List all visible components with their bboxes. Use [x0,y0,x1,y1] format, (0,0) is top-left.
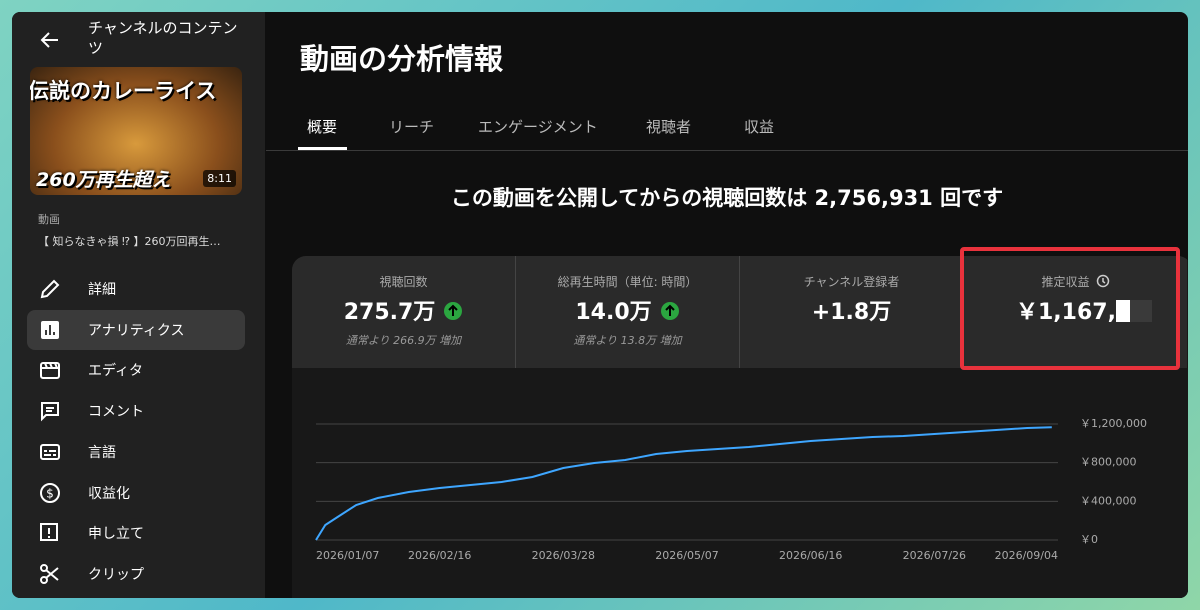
headline: この動画を公開してからの視聴回数は 2,756,931 回です [450,186,1004,210]
stat-card: 視聴回数 275.7万通常より 266.9万 増加 [292,256,515,368]
thumbnail-caption: 伝説のカレーライス [30,79,217,103]
card-label: チャンネル登録者 [803,275,900,289]
back-label: チャンネルのコンテンツ [88,19,238,57]
card-label: 総再生時間（単位: 時間） [557,275,698,289]
card-value: 14.0万 [516,294,739,326]
x-tick-label: 2026/05/07 [655,549,718,562]
nav-icon [40,563,59,584]
nav-icon [40,362,60,380]
revenue-line [315,426,1052,541]
trend-up-icon [444,302,463,320]
nav-icon [41,402,59,422]
nav-item[interactable]: $ 収益化 [27,473,245,513]
y-tick-label: ￥800,000 [1080,456,1137,469]
tab[interactable]: エンゲージメント [478,118,598,136]
duration: 8:11 [203,170,236,187]
card-separator [515,256,516,368]
tab[interactable]: リーチ [389,118,435,136]
card-value: 275.7万 [292,294,515,326]
nav-item[interactable]: アナリティクス [27,309,245,350]
y-tick-label: ￥1,200,000 [1080,417,1147,430]
nav-item[interactable]: エディタ [27,350,245,390]
nav-item[interactable]: コメント [27,391,245,431]
x-tick-label: 2026/01/07 [316,549,379,562]
x-tick-label: 2026/06/16 [779,549,842,562]
nav-item[interactable]: 詳細 [27,269,245,309]
nav-label: エディタ [88,363,144,380]
card-separator [739,256,740,368]
tab-underline [298,147,347,150]
x-tick-label: 2026/09/04 [995,549,1058,562]
sidebar: チャンネルのコンテンツ 伝説のカレーライス 260万再生超え 8:11 動画 【… [12,12,265,598]
x-tick-label: 2026/07/26 [903,549,966,562]
video-title: 【 知らなきゃ損 ⁉ 】260万回再生… [38,235,221,248]
card-note: 通常より 266.9万 増加 [345,334,462,347]
nav-icon [40,523,58,542]
highlight-box [960,247,1180,370]
svg-text:$: $ [46,486,54,500]
nav-icon [41,320,59,339]
nav-item[interactable]: 言語 [27,432,245,472]
card-note: 通常より 13.8万 増加 [573,334,682,347]
y-tick-label: ￥400,000 [1080,494,1137,507]
tab[interactable]: 収益 [744,118,775,136]
back-button[interactable] [38,28,62,52]
nav-icon [40,443,60,460]
trend-up-icon [660,302,679,320]
nav-label: アナリティクス [88,322,185,339]
nav-label: 詳細 [88,282,116,298]
redaction [1129,300,1152,322]
x-tick-label: 2026/03/28 [532,549,595,562]
nav-label: 言語 [88,444,116,461]
stat-card: チャンネル登録者 +1.8万 [740,256,963,368]
video-label: 動画 [38,213,60,226]
stat-card: 総再生時間（単位: 時間） 14.0万通常より 13.8万 増加 [516,256,739,368]
tab[interactable]: 概要 [307,118,338,136]
nav-item[interactable]: 申し立て [27,513,245,553]
redaction [1115,300,1130,322]
clock-icon [1096,274,1109,288]
nav-label: 収益化 [88,485,130,502]
page-title: 動画の分析情報 [300,42,504,76]
y-tick-label: ￥0 [1080,533,1098,546]
nav-label: 申し立て [88,526,144,543]
divider [266,150,1188,151]
nav-label: クリップ [88,566,144,583]
card-label: 推定収益 [964,273,1187,290]
thumbnail-caption: 260万再生超え [36,169,171,191]
tab[interactable]: 視聴者 [646,118,692,136]
stat-card: 推定収益 ￥1,167, [964,256,1187,368]
card-value: +1.8万 [811,300,892,325]
x-tick-label: 2026/02/16 [408,549,471,562]
nav-icon [40,279,60,299]
nav-label: コメント [88,404,144,421]
card-value: ￥1,167, [1016,294,1187,326]
nav-item[interactable]: クリップ [27,554,245,594]
card-label: 視聴回数 [379,275,428,289]
nav-icon: $ [40,482,60,503]
thumbnail[interactable]: 伝説のカレーライス 260万再生超え 8:11 [30,67,242,195]
